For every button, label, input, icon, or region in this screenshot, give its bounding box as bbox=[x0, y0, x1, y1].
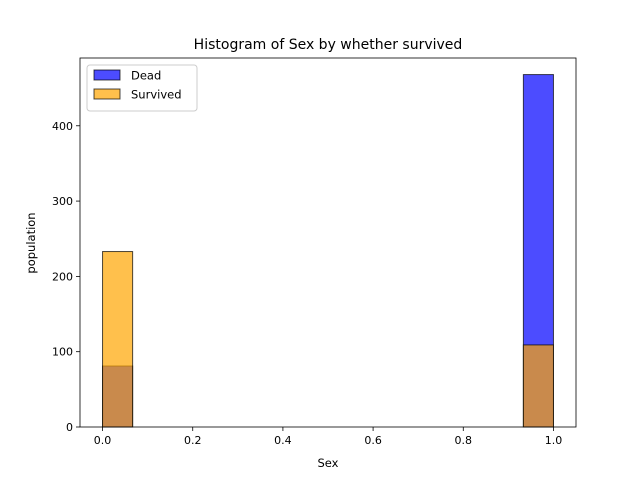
plot-area: 0.0 0.2 0.4 0.6 0.8 1.0 0 100 200 300 400 bbox=[52, 57, 577, 447]
y-tick-label: 200 bbox=[52, 270, 73, 283]
y-tick-label: 300 bbox=[52, 195, 73, 208]
x-tick-label: 0.6 bbox=[364, 434, 382, 447]
x-axis-label: Sex bbox=[318, 456, 339, 470]
x-axis-ticks: 0.0 0.2 0.4 0.6 0.8 1.0 bbox=[94, 427, 562, 447]
bar-survived-1 bbox=[522, 344, 554, 428]
x-tick-label: 0.2 bbox=[184, 434, 202, 447]
legend: Dead Survived bbox=[86, 64, 198, 112]
bars-layer bbox=[102, 74, 554, 428]
axes-frame bbox=[79, 57, 577, 428]
y-tick-label: 100 bbox=[52, 346, 73, 359]
x-tick-label: 0.8 bbox=[455, 434, 473, 447]
x-tick-label: 0.0 bbox=[94, 434, 112, 447]
legend-swatch-dead bbox=[93, 69, 121, 81]
y-tick-label: 0 bbox=[66, 421, 73, 434]
y-axis-ticks: 0 100 200 300 400 bbox=[52, 120, 80, 434]
y-axis-label: population bbox=[24, 212, 38, 273]
x-tick-label: 0.4 bbox=[274, 434, 292, 447]
x-tick-label: 1.0 bbox=[545, 434, 563, 447]
y-tick-label: 400 bbox=[52, 120, 73, 133]
bar-survived-0 bbox=[102, 251, 134, 428]
legend-label-dead: Dead bbox=[131, 69, 161, 83]
legend-label-survived: Survived bbox=[131, 88, 182, 102]
chart-title: Histogram of Sex by whether survived bbox=[194, 37, 463, 53]
legend-swatch-survived bbox=[93, 88, 121, 100]
